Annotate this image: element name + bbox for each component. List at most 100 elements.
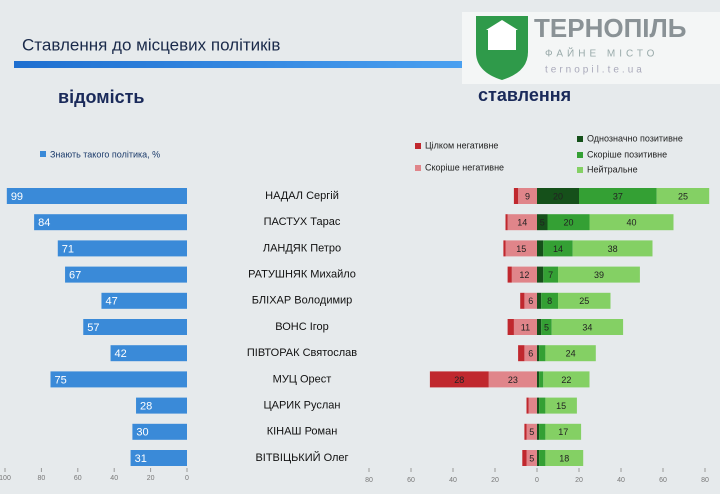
bar-segment	[539, 345, 546, 362]
bar-segment	[503, 240, 506, 257]
category-label: ВІТВІЦЬКИЙ Олег	[255, 451, 348, 464]
legend-swatch	[415, 143, 421, 149]
title-underline	[14, 61, 464, 68]
logo-url: ternopil.te.ua	[545, 65, 645, 76]
x-tick-label: 80	[38, 475, 46, 482]
value-label: 37	[613, 191, 623, 201]
value-label: 84	[38, 217, 50, 229]
legend-label: Цілком негативне	[425, 140, 498, 150]
value-label: 71	[62, 243, 74, 255]
x-tick-label: 0	[185, 475, 189, 482]
value-label: 6	[528, 349, 533, 359]
bar-segment	[545, 450, 584, 466]
bar	[65, 266, 187, 283]
legend-swatch	[577, 136, 583, 142]
value-label: 23	[508, 375, 518, 385]
bar	[57, 240, 187, 257]
value-label: 75	[55, 374, 67, 386]
value-label: 30	[136, 427, 148, 439]
value-label: 5	[529, 453, 534, 463]
value-label: 31	[135, 453, 147, 465]
value-label: 15	[516, 244, 526, 254]
bar-segment	[505, 214, 508, 231]
category-label: КІНАШ Роман	[267, 426, 338, 438]
legend-swatch	[40, 151, 46, 157]
bar	[101, 292, 187, 309]
bar-segment	[545, 345, 596, 362]
left-chart-title: відомість	[58, 87, 144, 107]
bar-segment	[545, 397, 577, 414]
x-tick-label: 60	[659, 477, 667, 484]
bar-segment	[572, 240, 653, 257]
bar-segment	[558, 292, 611, 309]
bar	[110, 345, 187, 362]
bar-segment	[528, 397, 537, 414]
value-label: 34	[582, 322, 592, 332]
x-tick-label: 20	[575, 477, 583, 484]
category-label: ЛАНДЯК Петро	[263, 242, 341, 254]
bar	[34, 214, 188, 231]
value-label: 57	[87, 322, 99, 334]
bar	[130, 450, 187, 466]
bar-segment	[579, 188, 657, 204]
legend-swatch	[577, 167, 583, 173]
bar-segment	[541, 292, 558, 309]
value-label: 25	[678, 191, 688, 201]
bar-segment	[518, 188, 537, 204]
x-tick-label: 100	[0, 475, 11, 482]
x-tick-label: 40	[617, 477, 625, 484]
value-label: 38	[608, 244, 618, 254]
value-label: 14	[553, 244, 563, 254]
bar-segment	[539, 450, 546, 466]
bar-segment	[537, 450, 540, 466]
bar-segment	[537, 292, 542, 309]
bar-segment	[524, 423, 527, 440]
category-label: РАТУШНЯК Михайло	[248, 269, 356, 281]
value-label: 25	[579, 296, 589, 306]
x-tick-label: 80	[365, 477, 373, 484]
x-tick-label: 60	[407, 477, 415, 484]
category-label: НАДАЛ Сергій	[265, 190, 339, 202]
bar-segment	[522, 450, 527, 466]
value-label: 11	[521, 322, 530, 332]
bar-segment	[537, 397, 540, 414]
bar-segment	[537, 266, 544, 283]
category-label: ПІВТОРАК Святослав	[247, 347, 357, 359]
value-label: 20	[553, 191, 563, 201]
value-label: 18	[559, 453, 569, 463]
bar-segment	[539, 397, 546, 414]
bar-segment	[526, 397, 529, 414]
bar-segment	[541, 319, 552, 335]
value-label: 24	[566, 349, 576, 359]
category-label: ВОНС Ігор	[275, 321, 329, 333]
value-label: 28	[140, 401, 152, 413]
bar-segment	[537, 371, 540, 388]
logo-roof	[486, 20, 518, 30]
value-label: 40	[626, 218, 636, 228]
value-label: 28	[454, 375, 464, 385]
bar-segment	[513, 319, 537, 335]
bar-segment	[526, 450, 537, 466]
bar-segment	[526, 423, 537, 440]
logo: ТЕРНОПІЛЬ ФАЙНЕ МІСТО ternopil.te.ua	[462, 12, 720, 84]
bar-segment	[518, 345, 525, 362]
value-label: 12	[519, 270, 529, 280]
bar-segment	[656, 188, 710, 204]
right-chart-title: ставлення	[478, 85, 571, 105]
bar-segment	[543, 240, 573, 257]
value-label: 5	[540, 218, 545, 228]
x-tick-label: 80	[701, 477, 709, 484]
legend-label: Скоріше позитивне	[587, 149, 667, 159]
value-label: 17	[558, 427, 568, 437]
logo-building	[488, 30, 516, 50]
bar-segment	[558, 266, 640, 283]
value-label: 67	[69, 270, 81, 282]
value-label: 39	[594, 270, 604, 280]
bar-segment	[524, 292, 537, 309]
value-label: 47	[105, 296, 117, 308]
bar	[136, 397, 187, 414]
x-tick-label: 0	[535, 477, 539, 484]
value-label: 20	[563, 218, 573, 228]
